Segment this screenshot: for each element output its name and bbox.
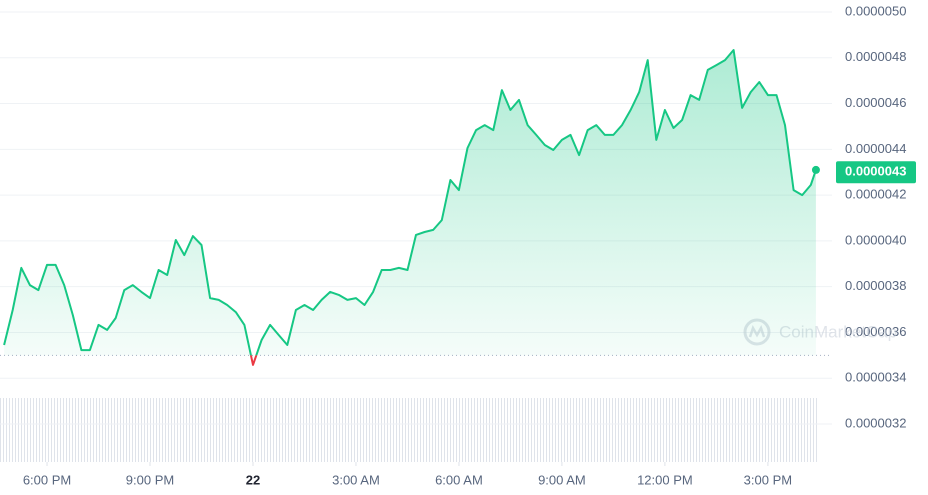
x-tick-label: 9:00 PM: [126, 472, 174, 487]
x-tick-label: 22: [246, 472, 260, 487]
last-price-box: [836, 161, 916, 184]
x-tick-label: 3:00 AM: [332, 472, 380, 487]
x-tick-label: 6:00 AM: [435, 472, 483, 487]
y-tick-label: 0.0000040: [845, 232, 906, 247]
y-tick-label: 0.0000050: [845, 3, 906, 18]
x-tick-label: 9:00 AM: [538, 472, 586, 487]
y-tick-label: 0.0000048: [845, 49, 906, 64]
y-tick-label: 0.0000032: [845, 415, 906, 430]
price-line: [3, 49, 817, 356]
volume-band: [0, 398, 818, 462]
y-tick-label: 0.0000038: [845, 278, 906, 293]
last-price-label: 0.0000043: [845, 164, 906, 179]
x-tick-label: 6:00 PM: [23, 472, 71, 487]
y-tick-label: 0.0000044: [845, 141, 906, 156]
x-tick-label: 12:00 PM: [637, 472, 693, 487]
y-tick-label: 0.0000036: [845, 324, 906, 339]
y-tick-label: 0.0000034: [845, 370, 906, 385]
y-tick-label: 0.0000046: [845, 95, 906, 110]
x-tick-label: 3:00 PM: [744, 472, 792, 487]
y-tick-label: 0.0000042: [845, 187, 906, 202]
last-point: [811, 165, 820, 174]
price-area: [4, 50, 816, 356]
